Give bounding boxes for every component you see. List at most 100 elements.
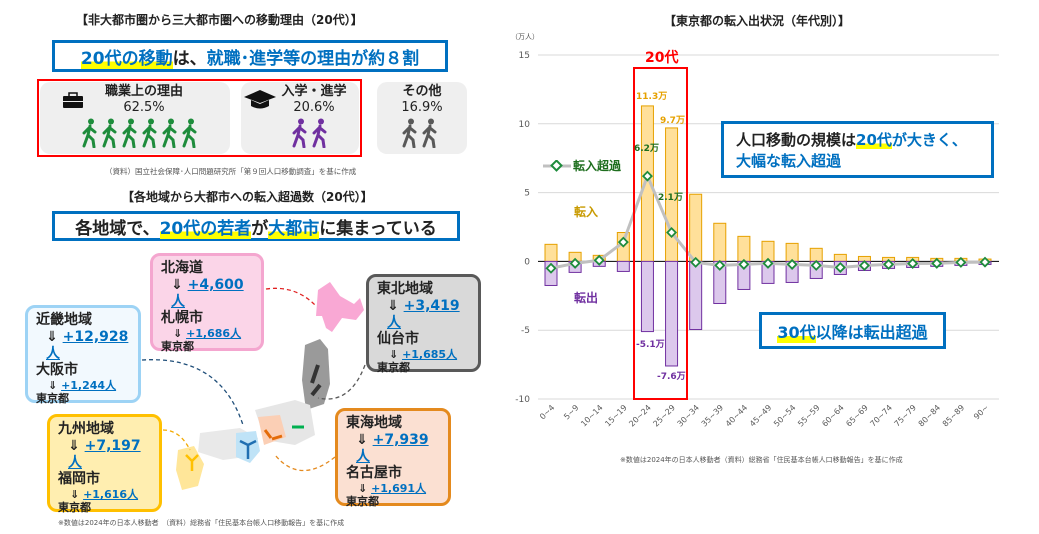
y-tick-label: -5 [521,326,530,336]
net-marker [786,258,798,270]
net-marker [955,256,967,268]
city-value-link[interactable]: +1,244人 [61,379,117,393]
x-tick-label: 20~24 [627,403,653,429]
bar-in [809,247,823,262]
regions-headline: 各地域で、 20代の若者が大都市 に集まっている [52,211,460,241]
net-marker [593,254,605,266]
x-tick-label: 30~34 [676,403,702,429]
city-value-link[interactable]: +1,691人 [371,482,427,496]
arrow-tohoku [317,364,366,400]
y-tick-label: 5 [524,189,530,199]
legend-net-marker [543,160,571,172]
city-value-link[interactable]: +1,686人 [186,327,242,341]
region-name: 近畿地域 [36,312,92,328]
y-tick-label: 10 [519,120,531,130]
region-card-tohoku: 東北地域 ⇓ +3,419人 仙台市 ⇓ +1,685人 東京都 [366,274,481,374]
region-value-link[interactable]: +7,197人 [68,437,141,471]
bar-out [640,260,654,333]
reason-other-text: その他 16.9% [377,84,467,116]
bar-out [689,260,703,331]
x-tick-label: 50~54 [772,403,798,429]
x-tick-label: 70~74 [868,403,894,429]
reason-value: 20.6% [293,100,335,115]
region-card-kinki: 近畿地域 ⇓ +12,928人 大阪市 ⇓ +1,244人 東京都 [25,305,141,405]
city-value-link[interactable]: +1,685人 [402,348,458,362]
walking-person-icon [102,118,117,148]
x-tick-label: 85~89 [941,403,967,429]
walking-person-icon [122,118,137,148]
x-tick-label: 10~14 [579,403,605,429]
x-tick-label: 75~79 [893,403,919,429]
bar-in [544,243,558,262]
net-marker [545,262,557,274]
down-arrow-icon: ⇓ [389,348,399,362]
headline-emphasis: 就職･進学等の理由が約８割 [206,48,420,69]
callout-emphasis: 以降は転出超過 [815,322,928,342]
net-marker [883,258,895,270]
x-tick-label: 25~29 [651,403,677,429]
twenties-highlight-frame [633,67,688,400]
headline-text: が [251,218,269,239]
city-name: 名古屋市 [346,465,402,482]
data-label-out-20-24: -5.1万 [636,340,665,350]
reason-study-text: 入学・進学 20.6% [270,84,358,116]
bar-in [785,242,799,262]
headline-text: に集まっている [319,218,437,239]
region-value-link[interactable]: +3,419人 [387,297,460,331]
chart-title: 【東京都の転入出状況（年代別）】 [664,14,851,28]
bar-in [833,253,847,262]
region-card-tokai: 東海地域 ⇓ +7,939人 名古屋市 ⇓ +1,691人 東京都 [335,408,451,509]
net-marker [834,261,846,273]
x-tick-label: 65~69 [844,403,870,429]
series-label-out: 転出 [574,291,599,305]
net-marker [907,257,919,269]
briefcase-icon [63,92,83,108]
x-tick-label: 55~59 [796,403,822,429]
walking-person-icon [422,118,437,148]
arrow-kinki [141,359,244,426]
reason-label: その他 [402,84,442,99]
reasons-headline: 20代の移動 は、 就職･進学等の理由が約８割 [52,40,448,72]
y-unit: （万人） [511,33,539,41]
headline-highlight: 20代の移動 [80,43,173,69]
data-label-net-20-24: 6.2万 [634,144,659,154]
bar-in [689,193,703,262]
y-tick-label: 0 [524,257,530,267]
region-value-link[interactable]: +12,928人 [46,328,129,362]
callout-highlight: 30代 [777,318,816,343]
regions-title: 【各地域から大都市への転入超過数（20代）】 [122,190,373,204]
arrow-tokai [274,454,336,472]
down-arrow-icon: ⇓ [48,379,58,393]
walking-person-icon [182,118,197,148]
city-value-link[interactable]: +1,616人 [83,488,139,502]
callout-highlight: 20代 [856,131,892,149]
net-marker [641,170,653,182]
x-tick-label: 90~ [972,403,990,421]
work-study-highlight-frame [37,79,362,157]
data-label-out-25-29: -7.6万 [657,372,686,382]
destination: 東京都 [346,495,379,509]
region-card-kyushu: 九州地域 ⇓ +7,197人 福岡市 ⇓ +1,616人 東京都 [47,414,162,514]
data-label-in-25-29: 9.7万 [660,116,685,126]
y-tick-label: 15 [519,51,530,61]
reason-value: 62.5% [123,100,165,115]
net-marker [690,256,702,268]
region-value-link[interactable]: +4,600人 [171,276,244,310]
net-marker [931,257,943,269]
x-tick-label: 80~84 [917,403,943,429]
x-tick-label: 0~4 [538,403,556,421]
net-marker [762,257,774,269]
region-value-link[interactable]: +7,939人 [356,431,429,465]
legend-net-label: 転入超過 [573,159,622,173]
walkers-work [80,118,200,148]
city-name: 仙台市 [377,331,419,348]
bar-out [665,260,679,367]
x-tick-label: 15~19 [603,403,629,429]
net-marker [858,260,870,272]
headline-text: 各地域で、 [75,218,160,239]
down-arrow-icon: ⇓ [68,437,80,454]
x-tick-label: 35~39 [700,403,726,429]
walking-person-icon [162,118,177,148]
net-marker [810,259,822,271]
reason-card-other [377,82,467,154]
